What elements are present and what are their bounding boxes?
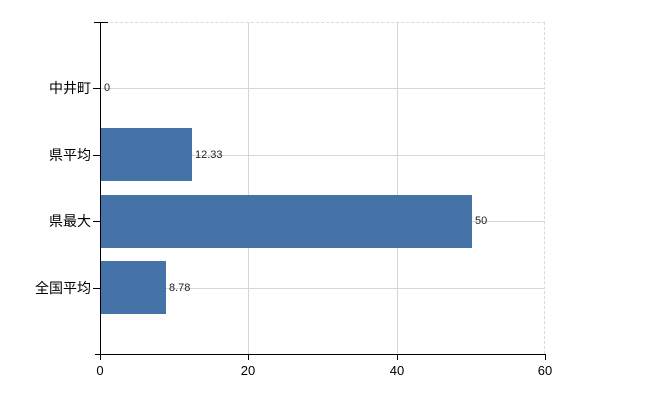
y-axis-line <box>100 22 101 360</box>
y-axis-tick <box>93 221 100 222</box>
category-label-全国平均: 全国平均 <box>35 280 91 296</box>
x-gridline <box>248 22 249 354</box>
bar-県平均 <box>101 128 192 181</box>
x-tick-label: 0 <box>96 363 104 378</box>
value-label: 0 <box>104 82 111 94</box>
x-gridline <box>397 22 398 354</box>
y-axis-tick <box>93 288 100 289</box>
plot-area <box>100 22 545 354</box>
x-tick-label: 60 <box>537 363 553 378</box>
x-axis-tick <box>248 354 249 360</box>
y-gridline <box>101 288 545 289</box>
value-label: 12.33 <box>195 149 223 161</box>
category-label-県平均: 県平均 <box>49 147 91 163</box>
value-label: 8.78 <box>169 282 191 294</box>
y-gridline <box>101 155 545 156</box>
x-axis-tick <box>397 354 398 360</box>
y-gridline <box>101 88 545 89</box>
y-axis-tick <box>93 88 100 89</box>
bar-県最大 <box>101 195 472 248</box>
category-label-県最大: 県最大 <box>49 213 91 229</box>
x-tick-label: 40 <box>389 363 405 378</box>
category-label-中井町: 中井町 <box>49 80 91 96</box>
value-label: 50 <box>475 215 488 227</box>
y-axis-top-tick <box>94 22 108 23</box>
x-axis-line <box>95 354 545 355</box>
x-axis-tick <box>545 354 546 360</box>
bar-全国平均 <box>101 261 166 314</box>
x-tick-label: 20 <box>240 363 256 378</box>
y-axis-tick <box>93 155 100 156</box>
